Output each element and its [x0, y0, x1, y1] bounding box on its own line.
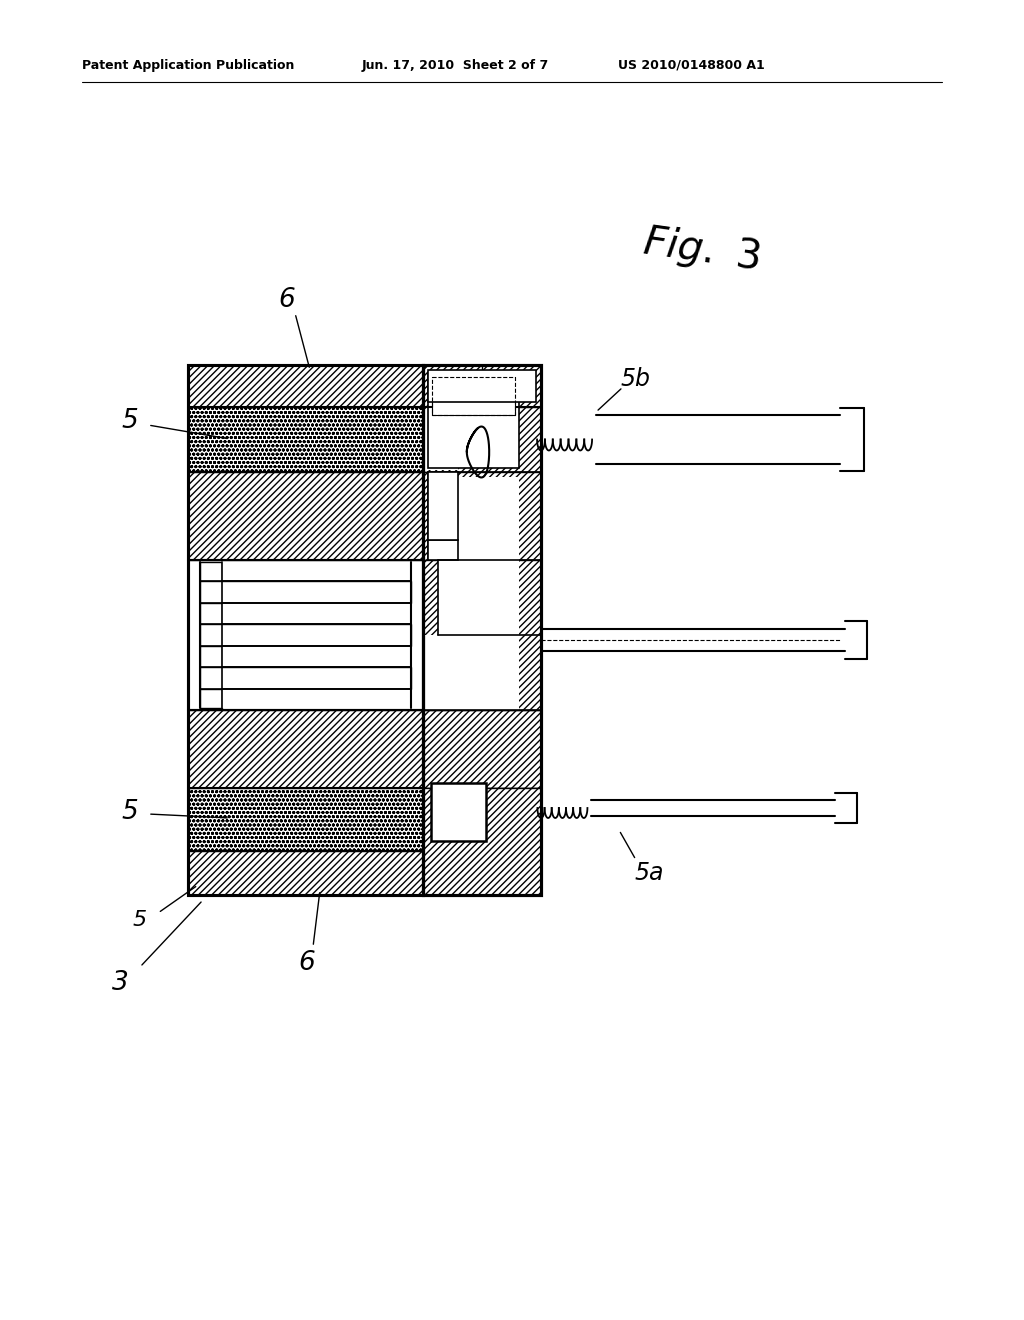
Bar [188, 788, 423, 851]
Bar [423, 473, 541, 560]
Text: Jun. 17, 2010  Sheet 2 of 7: Jun. 17, 2010 Sheet 2 of 7 [362, 58, 549, 71]
Bar [222, 689, 411, 708]
Bar [188, 366, 423, 407]
Bar [423, 788, 541, 895]
Bar [188, 710, 423, 788]
Text: US 2010/0148800 A1: US 2010/0148800 A1 [618, 58, 765, 71]
Bar [423, 366, 541, 895]
Bar [428, 370, 536, 403]
Text: 3: 3 [112, 970, 128, 997]
Text: 5b: 5b [621, 367, 651, 391]
Bar [428, 374, 519, 469]
Text: 5: 5 [122, 408, 138, 434]
Bar [423, 635, 519, 710]
Bar [423, 851, 541, 895]
Text: 5: 5 [122, 799, 138, 825]
Bar [188, 851, 423, 895]
Bar [438, 560, 519, 635]
Text: $\it{Fig.\ 3}$: $\it{Fig.\ 3}$ [640, 220, 763, 280]
Bar [200, 562, 222, 708]
Bar [423, 366, 541, 407]
Bar [423, 788, 541, 851]
Bar [423, 366, 541, 473]
Bar [188, 560, 423, 710]
Bar [188, 366, 423, 895]
Bar [423, 560, 541, 710]
Bar [423, 560, 541, 710]
Bar [423, 473, 541, 560]
Text: 6: 6 [279, 286, 295, 313]
Bar [188, 366, 423, 895]
Text: 5a: 5a [634, 861, 664, 884]
Bar [200, 581, 411, 603]
Bar [200, 624, 411, 645]
Text: Patent Application Publication: Patent Application Publication [82, 58, 294, 71]
Bar [428, 540, 458, 560]
Bar [222, 562, 411, 581]
Text: 5: 5 [133, 909, 147, 931]
Bar [188, 473, 423, 560]
Bar [423, 366, 541, 895]
Bar [482, 366, 541, 407]
Bar [200, 667, 411, 689]
Bar [423, 710, 541, 788]
Bar [188, 407, 423, 473]
Bar [428, 473, 458, 540]
Bar [432, 378, 515, 414]
Bar [222, 603, 411, 624]
Bar [423, 407, 541, 473]
Bar [431, 783, 486, 841]
Bar [428, 477, 519, 560]
Bar [432, 378, 515, 414]
Bar [423, 366, 541, 895]
Bar [222, 645, 411, 667]
Bar [425, 409, 458, 470]
Text: 6: 6 [299, 950, 315, 975]
